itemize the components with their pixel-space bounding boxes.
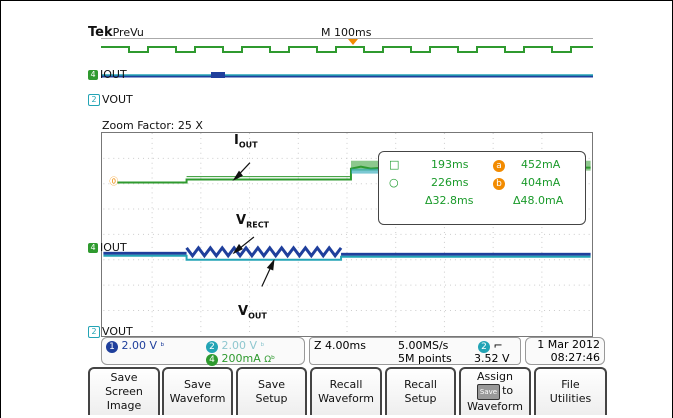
cursor-b-badge: b — [493, 176, 505, 190]
zoom-timebase: Z 4.00ms — [314, 339, 366, 352]
ch4-setting[interactable]: 4 200mA Ωᵇ — [206, 352, 275, 366]
date: 1 Mar 2012 — [537, 338, 600, 351]
ch2-setting[interactable]: 2 2.00 V ᵇ — [206, 339, 264, 353]
save-setup-button[interactable]: Save Setup — [236, 367, 307, 415]
coupling-icon: Ωᵇ — [264, 355, 275, 365]
overview-zoom-window — [211, 72, 225, 78]
overview-iout-trace — [101, 46, 593, 53]
cursor-b-circle-icon: ○ — [389, 176, 399, 189]
timebase-settings[interactable]: Z 4.00ms 5.00MS/s 5M points 2 ⌐ 3.52 V — [309, 337, 521, 365]
cursor-a-square-icon: □ — [389, 158, 400, 171]
main-timebase: M 100ms — [321, 26, 372, 39]
label-arrows — [232, 162, 275, 287]
vout-trace — [103, 254, 591, 261]
trigger-channel: 2 ⌐ — [478, 339, 503, 353]
cursor-b-time: 226ms — [431, 176, 469, 189]
channel-settings[interactable]: 1 2.00 V ᵇ 2 2.00 V ᵇ 4 200mA Ωᵇ — [101, 337, 305, 366]
bottom-menu: Save Screen Image Save Waveform Save Setup … — [88, 367, 607, 418]
zoom-factor: Zoom Factor: 25 X — [102, 119, 203, 132]
save-screen-image-button[interactable]: Save Screen Image — [88, 367, 160, 415]
status-bar: 1 2.00 V ᵇ 2 2.00 V ᵇ 4 200mA Ωᵇ Z 4.00m… — [101, 337, 605, 366]
recall-setup-button[interactable]: Recall Setup — [385, 367, 456, 415]
iout-waveform-label: IOUT — [234, 133, 258, 150]
cursor-markers: ⓪ — [109, 176, 118, 186]
cursor-b-value: 404mA — [521, 176, 561, 189]
ch1-setting[interactable]: 1 2.00 V ᵇ — [106, 339, 164, 353]
svg-text:⓪: ⓪ — [109, 176, 118, 186]
brand-label: TekPreVu — [88, 25, 144, 40]
cursor-delta-time: Δ32.8ms — [425, 194, 474, 207]
overview-waveform — [101, 38, 593, 78]
cursor-a-value: 452mA — [521, 158, 561, 171]
date-time: 1 Mar 2012 08:27:46 — [525, 337, 605, 365]
falling-edge-icon: ⌐ — [493, 339, 503, 352]
file-utilities-button[interactable]: File Utilities — [534, 367, 607, 415]
trigger-position-marker[interactable] — [348, 39, 358, 45]
mode-label: PreVu — [112, 26, 144, 39]
bandwidth-icon: ᵇ — [160, 342, 165, 352]
oscilloscope-display: TekPreVu M 100ms 4 IOUT 2 VOUT Zoom Factor… — [88, 25, 607, 418]
record-length: 5M points — [398, 352, 452, 365]
cursor-delta-value: Δ48.0mA — [513, 194, 564, 207]
bandwidth-icon: ᵇ — [260, 342, 265, 352]
time: 08:27:46 — [550, 351, 600, 364]
assign-save-button[interactable]: Assign Save to Waveform — [459, 367, 531, 415]
cursor-readout: □ 193ms a 452mA ○ 226ms b 404mA Δ32.8ms … — [378, 151, 586, 225]
trigger-level: 3.52 V — [474, 352, 510, 365]
sample-rate: 5.00MS/s — [398, 339, 449, 352]
vrect-trace — [103, 245, 591, 259]
cursor-a-badge: a — [493, 158, 505, 172]
grid-vout-label: 2 VOUT — [88, 325, 133, 338]
vrect-waveform-label: VRECT — [236, 213, 270, 230]
grid-iout-label: 4 IOUT — [88, 241, 127, 254]
cursor-a-time: 193ms — [431, 158, 469, 171]
overview-vout-label: 2 VOUT — [88, 93, 133, 106]
overview-iout-label: 4 IOUT — [88, 68, 127, 81]
save-waveform-button[interactable]: Save Waveform — [162, 367, 233, 415]
recall-waveform-button[interactable]: Recall Waveform — [310, 367, 382, 415]
save-key-icon: Save — [476, 384, 501, 400]
vout-waveform-label: VOUT — [238, 304, 267, 321]
